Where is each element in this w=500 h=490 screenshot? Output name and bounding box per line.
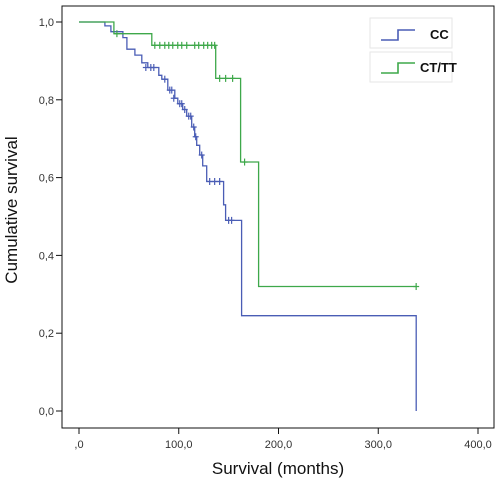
legend: CC CT/TT [369, 17, 457, 83]
y-tick-label: 1,0 [39, 17, 54, 29]
censor-mark [192, 133, 199, 141]
y-tick-label: 0,8 [39, 95, 54, 107]
y-tick-label: 0,0 [39, 406, 54, 418]
x-axis-title: Survival (months) [212, 459, 344, 478]
censor-mark [178, 100, 185, 108]
censor-mark [211, 41, 218, 49]
censor-mark [187, 112, 194, 120]
legend-item-cc-box [369, 17, 453, 49]
y-tick-label: 0,2 [39, 328, 54, 340]
censor-mark [113, 30, 120, 38]
legend-cc-label: CC [430, 27, 449, 42]
legend-item-cttt-box [369, 51, 453, 83]
x-axis: ,0 100,0 200,0 300,0 400,0 [74, 428, 492, 451]
survival-curve-cttt [79, 21, 417, 288]
y-tick-label: 0,6 [39, 173, 54, 185]
x-tick-label: 200,0 [265, 439, 293, 451]
censor-mark [161, 75, 168, 83]
censor-mark [183, 41, 190, 49]
censor-mark [181, 106, 188, 114]
censor-mark [241, 158, 248, 166]
legend-cttt-label: CT/TT [420, 60, 457, 75]
y-axis: 0,0 0,2 0,4 0,6 0,8 1,0 [39, 17, 62, 418]
censor-mark [413, 283, 420, 291]
x-tick-label: 400,0 [464, 439, 492, 451]
censor-mark [150, 64, 157, 72]
censor-mark [198, 151, 205, 159]
censor-mark [222, 74, 229, 82]
legend-cc-swatch [381, 29, 415, 41]
censor-mark [216, 177, 223, 185]
legend-cttt-swatch [381, 62, 415, 74]
x-tick-label: ,0 [74, 439, 83, 451]
censor-mark [216, 74, 223, 82]
x-tick-label: 100,0 [165, 439, 193, 451]
x-tick-label: 300,0 [364, 439, 392, 451]
y-tick-label: 0,4 [39, 250, 54, 262]
censor-mark [228, 216, 235, 224]
censor-mark [170, 94, 177, 102]
censor-mark [190, 123, 197, 131]
censor-mark [168, 86, 175, 94]
y-axis-title: Cumulative survival [2, 136, 21, 283]
censor-mark [229, 74, 236, 82]
series-layer [79, 21, 420, 411]
